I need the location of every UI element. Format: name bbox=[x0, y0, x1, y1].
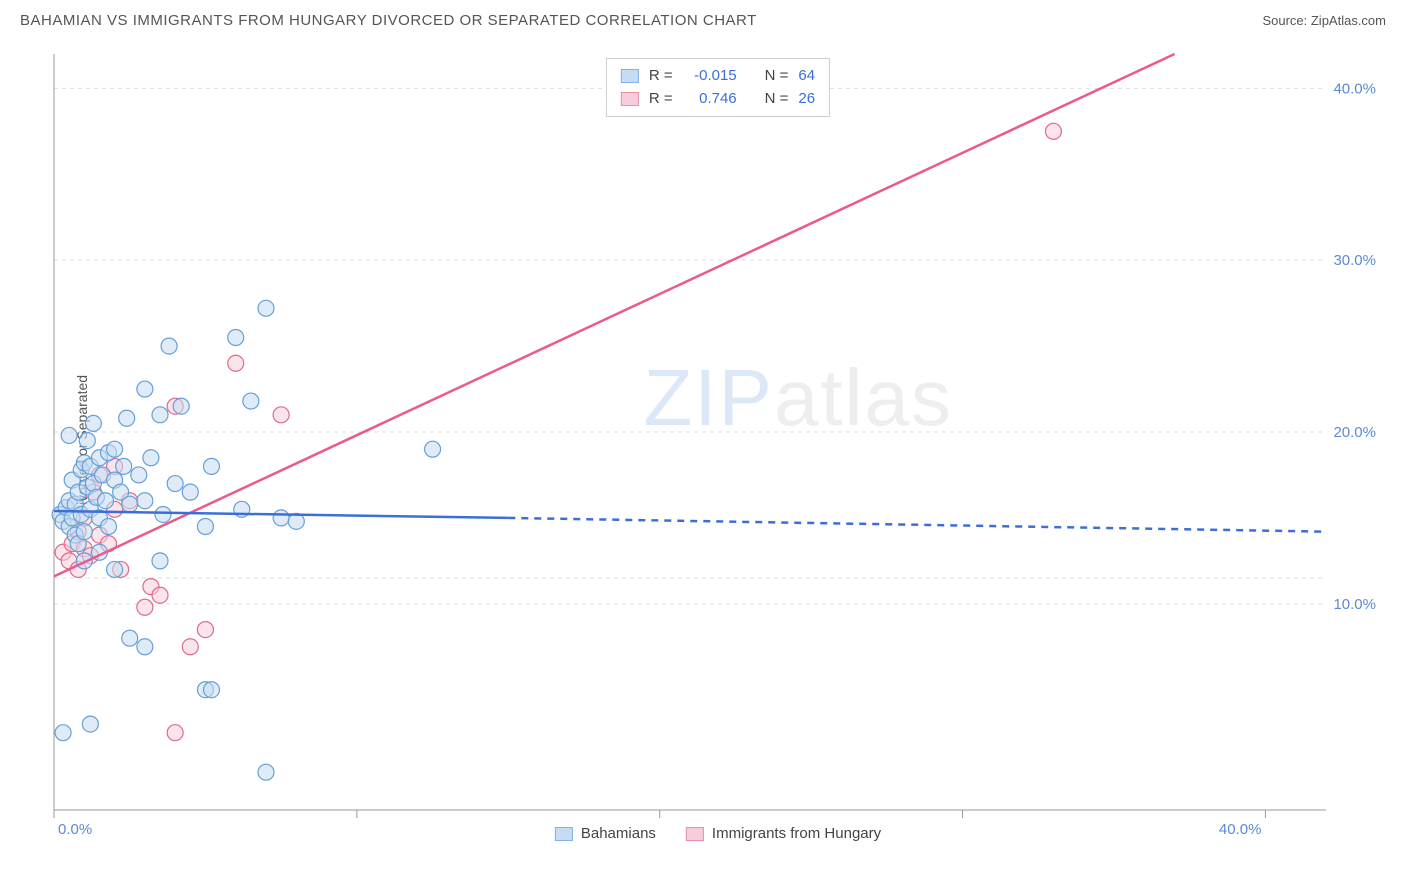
svg-text:40.0%: 40.0% bbox=[1219, 821, 1262, 838]
correlation-stats-legend: R = -0.015 N = 64 R = 0.746 N = 26 bbox=[606, 58, 830, 117]
n-label: N = bbox=[765, 88, 789, 111]
svg-text:0.0%: 0.0% bbox=[58, 821, 92, 838]
n-label: N = bbox=[765, 65, 789, 88]
chart-title: BAHAMIAN VS IMMIGRANTS FROM HUNGARY DIVO… bbox=[20, 12, 757, 29]
r-label: R = bbox=[649, 88, 673, 111]
scatter-plot: 0.0% 40.0% 10.0% 20.0% 30.0% 40.0% bbox=[50, 50, 1386, 840]
r-value: 0.746 bbox=[683, 88, 737, 111]
legend-swatch bbox=[621, 92, 639, 106]
r-label: R = bbox=[649, 65, 673, 88]
legend-label: Bahamians bbox=[581, 825, 656, 842]
source-name: ZipAtlas.com bbox=[1311, 13, 1386, 28]
legend-item: Immigrants from Hungary bbox=[686, 825, 881, 842]
svg-text:20.0%: 20.0% bbox=[1333, 424, 1376, 441]
legend-label: Immigrants from Hungary bbox=[712, 825, 881, 842]
r-value: -0.015 bbox=[683, 65, 737, 88]
svg-text:40.0%: 40.0% bbox=[1333, 80, 1376, 97]
n-value: 64 bbox=[798, 65, 815, 88]
legend-swatch bbox=[555, 827, 573, 841]
svg-text:10.0%: 10.0% bbox=[1333, 596, 1376, 613]
n-value: 26 bbox=[798, 88, 815, 111]
chart-area: Divorced or Separated ZIPatlas 0.0%40.0%… bbox=[50, 50, 1386, 840]
source-label: Source: bbox=[1262, 13, 1310, 28]
legend-item: Bahamians bbox=[555, 825, 656, 842]
stats-legend-row: R = -0.015 N = 64 bbox=[621, 65, 815, 88]
series-legend: Bahamians Immigrants from Hungary bbox=[555, 825, 881, 842]
legend-swatch bbox=[686, 827, 704, 841]
legend-swatch bbox=[621, 69, 639, 83]
stats-legend-row: R = 0.746 N = 26 bbox=[621, 88, 815, 111]
svg-text:30.0%: 30.0% bbox=[1333, 252, 1376, 269]
source-attribution: Source: ZipAtlas.com bbox=[1262, 13, 1386, 28]
